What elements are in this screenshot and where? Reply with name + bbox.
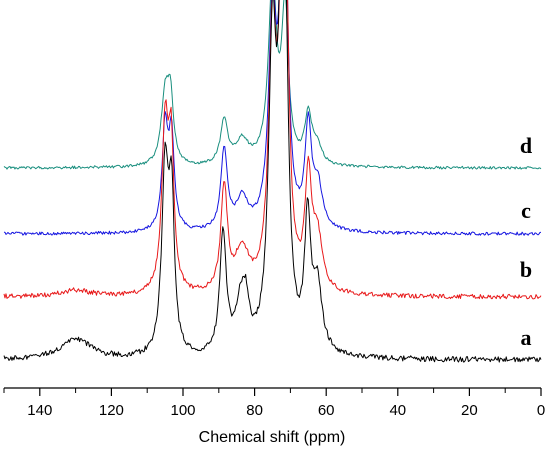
x-tick-label: 80: [246, 402, 263, 419]
x-tick-label: 120: [99, 402, 124, 419]
x-tick-label: 140: [27, 402, 52, 419]
spectrum-line-a: [3, 0, 542, 363]
x-tick-label: 40: [389, 402, 406, 419]
series-label-layer: d c b a: [520, 133, 532, 350]
series-label-c: c: [521, 198, 531, 223]
x-tick-label: 0: [537, 402, 545, 419]
x-tick-label: 20: [461, 402, 478, 419]
series-label-a: a: [521, 325, 532, 350]
x-axis-title: Chemical shift (ppm): [199, 429, 346, 446]
x-tick-label: 100: [170, 402, 195, 419]
x-axis-ticks: 140 120 100 80 60 40 20 0: [3, 388, 545, 419]
x-tick-label: 60: [318, 402, 335, 419]
spectrum-line-b: [3, 0, 542, 300]
spectrum-line-c: [3, 0, 542, 236]
series-layer: [3, 0, 542, 363]
spectrum-line-d: [3, 0, 542, 170]
series-label-b: b: [520, 257, 532, 282]
series-label-d: d: [520, 133, 532, 158]
